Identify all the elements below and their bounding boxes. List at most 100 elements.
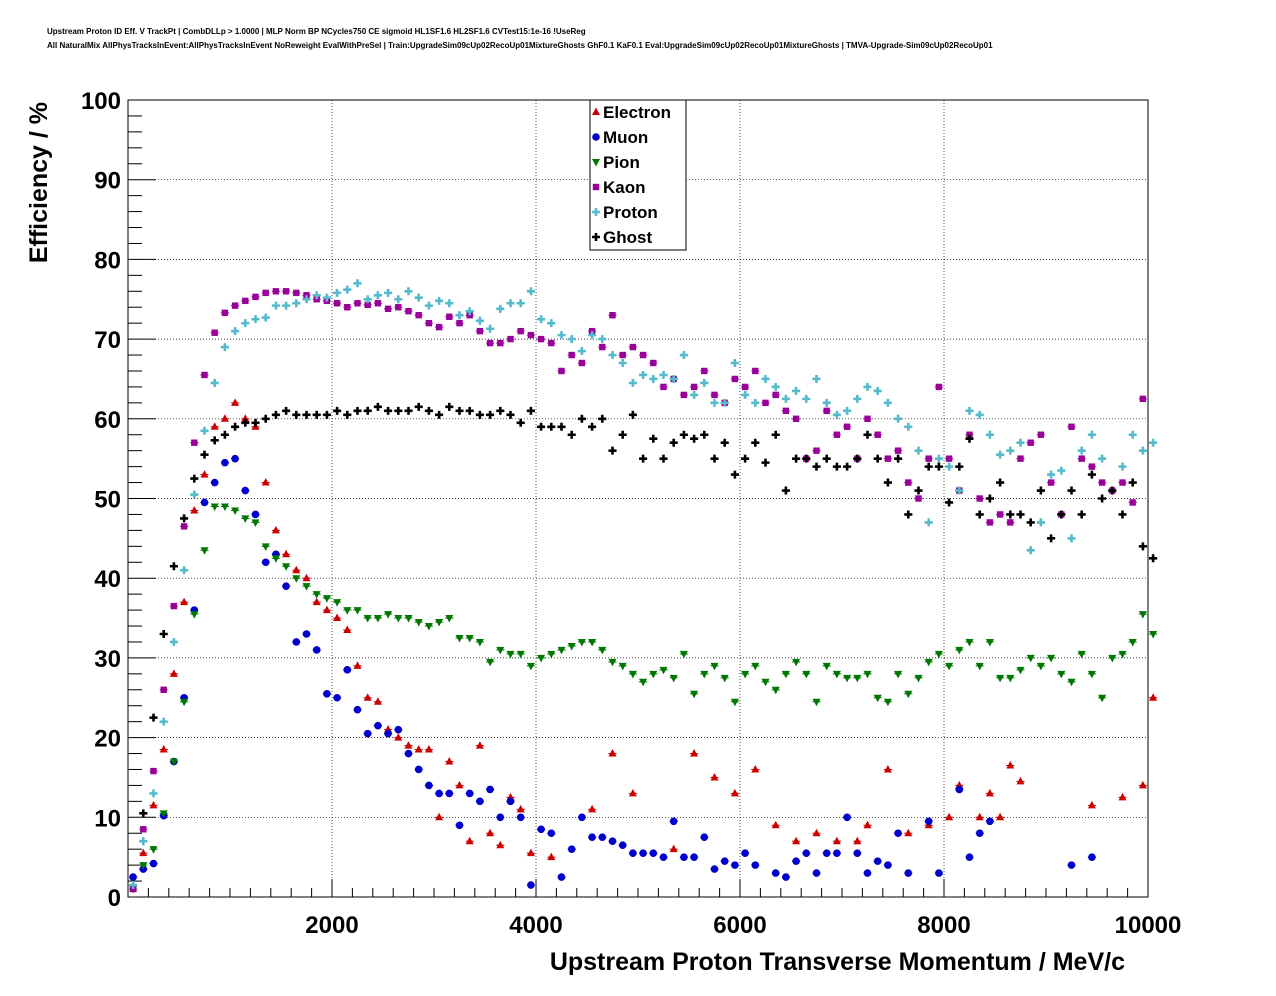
- data-point: [1057, 466, 1066, 475]
- data-point: [404, 287, 413, 296]
- data-point: [965, 406, 974, 415]
- data-point: [435, 789, 443, 798]
- data-point: [679, 430, 688, 439]
- data-point: [669, 438, 678, 447]
- data-point: [414, 765, 423, 774]
- data-point: [649, 434, 658, 443]
- data-point: [506, 797, 515, 806]
- data-point: [424, 301, 433, 310]
- data-point: [251, 418, 260, 427]
- data-point: [424, 406, 433, 415]
- data-point: [802, 454, 811, 463]
- data-point: [210, 503, 219, 511]
- data-point: [465, 836, 474, 845]
- data-point: [200, 470, 209, 478]
- data-point: [751, 764, 760, 773]
- data-point: [700, 833, 709, 842]
- data-point: [720, 674, 729, 683]
- legend-marker-kaon: [592, 183, 600, 191]
- data-point: [1149, 693, 1158, 701]
- data-point: [271, 301, 280, 310]
- data-point: [292, 410, 301, 419]
- data-point: [395, 304, 402, 311]
- data-point: [384, 729, 392, 738]
- legend-marker-electron: [592, 107, 600, 115]
- data-point: [210, 422, 219, 430]
- data-series: [129, 279, 1158, 894]
- x-tick-label-3: 8000: [917, 912, 970, 939]
- data-point: [465, 789, 474, 798]
- data-point: [996, 674, 1005, 683]
- y-tick-label-6: 60: [94, 407, 121, 434]
- data-point: [271, 410, 280, 419]
- legend-label-proton: Proton: [603, 203, 658, 222]
- data-point: [405, 308, 412, 315]
- data-point: [700, 430, 709, 439]
- data-point: [373, 697, 382, 705]
- data-point: [710, 454, 719, 463]
- data-point: [1118, 792, 1127, 801]
- data-point: [792, 836, 801, 845]
- data-point: [414, 619, 423, 627]
- data-point: [537, 315, 546, 324]
- data-point: [577, 414, 586, 423]
- data-point: [1057, 670, 1066, 679]
- data-point: [537, 335, 545, 343]
- data-point: [200, 547, 209, 555]
- data-point: [680, 391, 688, 399]
- data-point: [812, 698, 821, 707]
- legend-marker-proton: [592, 208, 600, 216]
- data-point: [476, 327, 484, 335]
- data-point: [1016, 776, 1025, 785]
- data-point: [874, 431, 881, 438]
- data-point: [884, 455, 892, 462]
- data-point: [180, 566, 189, 575]
- data-point: [710, 865, 719, 873]
- data-point: [558, 367, 565, 375]
- y-tick-label-9: 90: [94, 168, 121, 195]
- data-point: [251, 510, 260, 519]
- data-point: [180, 698, 189, 707]
- data-point: [394, 615, 403, 623]
- data-point: [475, 741, 484, 749]
- data-point: [282, 301, 291, 310]
- data-point: [221, 458, 229, 467]
- data-point: [353, 406, 362, 415]
- data-point: [231, 507, 240, 515]
- data-point: [364, 301, 371, 309]
- axis-ticks: 2000 4000 6000 8000 10000 0 10 20 30 40 50 60 70 80 90…: [81, 88, 1181, 939]
- data-point: [486, 785, 494, 794]
- data-point: [251, 315, 260, 324]
- data-point: [690, 749, 699, 757]
- data-point: [864, 415, 871, 422]
- data-point: [771, 430, 780, 439]
- data-point: [588, 804, 597, 813]
- data-point: [628, 378, 637, 387]
- data-point: [567, 335, 576, 344]
- data-point: [1128, 430, 1137, 439]
- data-point: [180, 597, 189, 606]
- data-point: [548, 339, 555, 347]
- data-point: [149, 800, 158, 809]
- data-point: [628, 670, 637, 679]
- data-point: [1087, 470, 1096, 479]
- data-point: [425, 781, 433, 790]
- data-point: [1047, 479, 1055, 486]
- data-point: [1067, 861, 1076, 869]
- data-point: [1118, 510, 1127, 519]
- data-point: [220, 503, 229, 511]
- data-point: [404, 406, 413, 415]
- data-point: [322, 410, 331, 419]
- data-point: [843, 813, 851, 822]
- data-point: [394, 295, 403, 304]
- data-point: [414, 293, 423, 302]
- data-point: [486, 658, 495, 667]
- data-point: [272, 288, 280, 295]
- y-tick-label-8: 80: [94, 247, 121, 274]
- data-point: [1138, 780, 1147, 789]
- data-point: [149, 789, 158, 798]
- data-point: [659, 666, 668, 675]
- data-point: [394, 725, 403, 734]
- data-point: [517, 327, 524, 335]
- data-point: [679, 650, 688, 659]
